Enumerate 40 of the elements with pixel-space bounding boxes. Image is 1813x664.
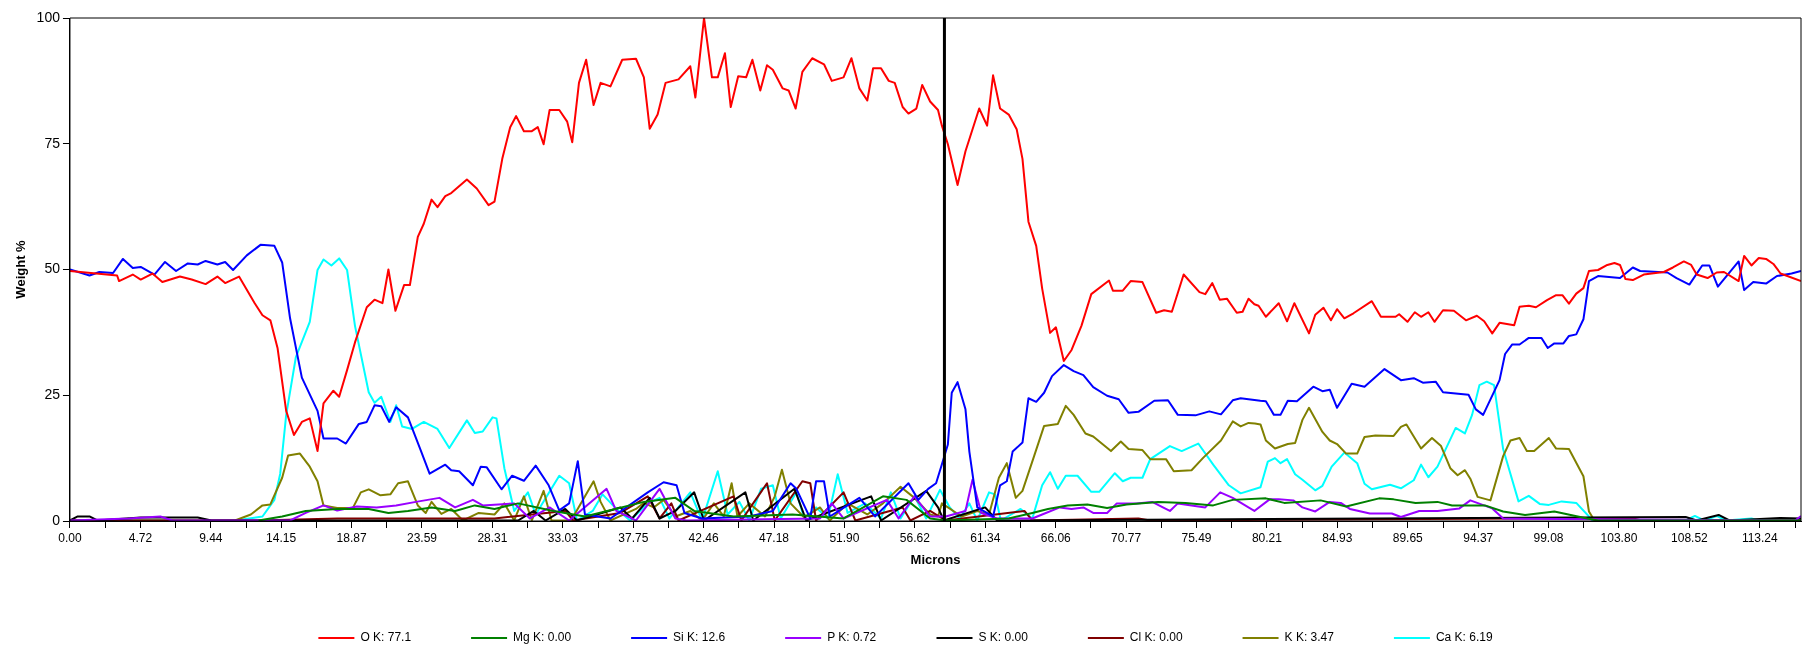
x-tick-label: 84.93 xyxy=(1322,530,1353,545)
legend-label: Si K: 12.6 xyxy=(673,630,726,645)
x-tick-label: 14.15 xyxy=(266,530,297,545)
y-tick-label: 75 xyxy=(44,134,61,151)
x-tick-label: 66.06 xyxy=(1040,530,1072,545)
x-tick-label: 28.31 xyxy=(477,530,508,545)
x-tick-label: 47.18 xyxy=(759,530,790,545)
y-tick-label: 100 xyxy=(36,8,61,25)
legend-label: Mg K: 0.00 xyxy=(513,630,572,645)
x-axis-title: Microns xyxy=(910,551,961,567)
x-tick-label: 33.03 xyxy=(547,530,579,545)
y-tick-label: 50 xyxy=(44,260,61,277)
y-axis-title: Weight % xyxy=(13,239,29,299)
x-tick-label: 108.52 xyxy=(1671,530,1709,545)
x-tick-label: 80.21 xyxy=(1251,530,1283,545)
x-tick-label: 9.44 xyxy=(199,530,223,545)
y-tick-label: 0 xyxy=(52,511,61,528)
x-tick-label: 103.80 xyxy=(1600,530,1638,545)
x-tick-label: 94.37 xyxy=(1463,530,1494,545)
x-tick-label: 18.87 xyxy=(336,530,367,545)
y-tick-label: 25 xyxy=(44,386,61,403)
x-tick-label: 89.65 xyxy=(1392,530,1424,545)
x-tick-label: 113.24 xyxy=(1741,530,1779,545)
x-tick-label: 61.34 xyxy=(970,530,1001,545)
x-tick-label: 0.00 xyxy=(58,530,82,545)
legend-label: Cl K: 0.00 xyxy=(1129,630,1183,645)
x-tick-label: 4.72 xyxy=(128,530,153,545)
legend-label: S K: 0.00 xyxy=(978,630,1029,645)
x-tick-label: 75.49 xyxy=(1181,530,1212,545)
x-tick-label: 23.59 xyxy=(406,530,438,545)
x-tick-label: 99.08 xyxy=(1533,530,1564,545)
x-tick-label: 70.77 xyxy=(1111,530,1142,545)
x-tick-label: 56.62 xyxy=(899,530,931,545)
x-tick-label: 37.75 xyxy=(618,530,649,545)
x-tick-label: 51.90 xyxy=(829,530,860,545)
legend-label: O K: 77.1 xyxy=(360,630,412,645)
legend-label: Ca K: 6.19 xyxy=(1435,630,1493,645)
x-tick-label: 42.46 xyxy=(688,530,719,545)
legend-label: P K: 0.72 xyxy=(827,630,877,645)
legend-label: K K: 3.47 xyxy=(1284,630,1335,645)
